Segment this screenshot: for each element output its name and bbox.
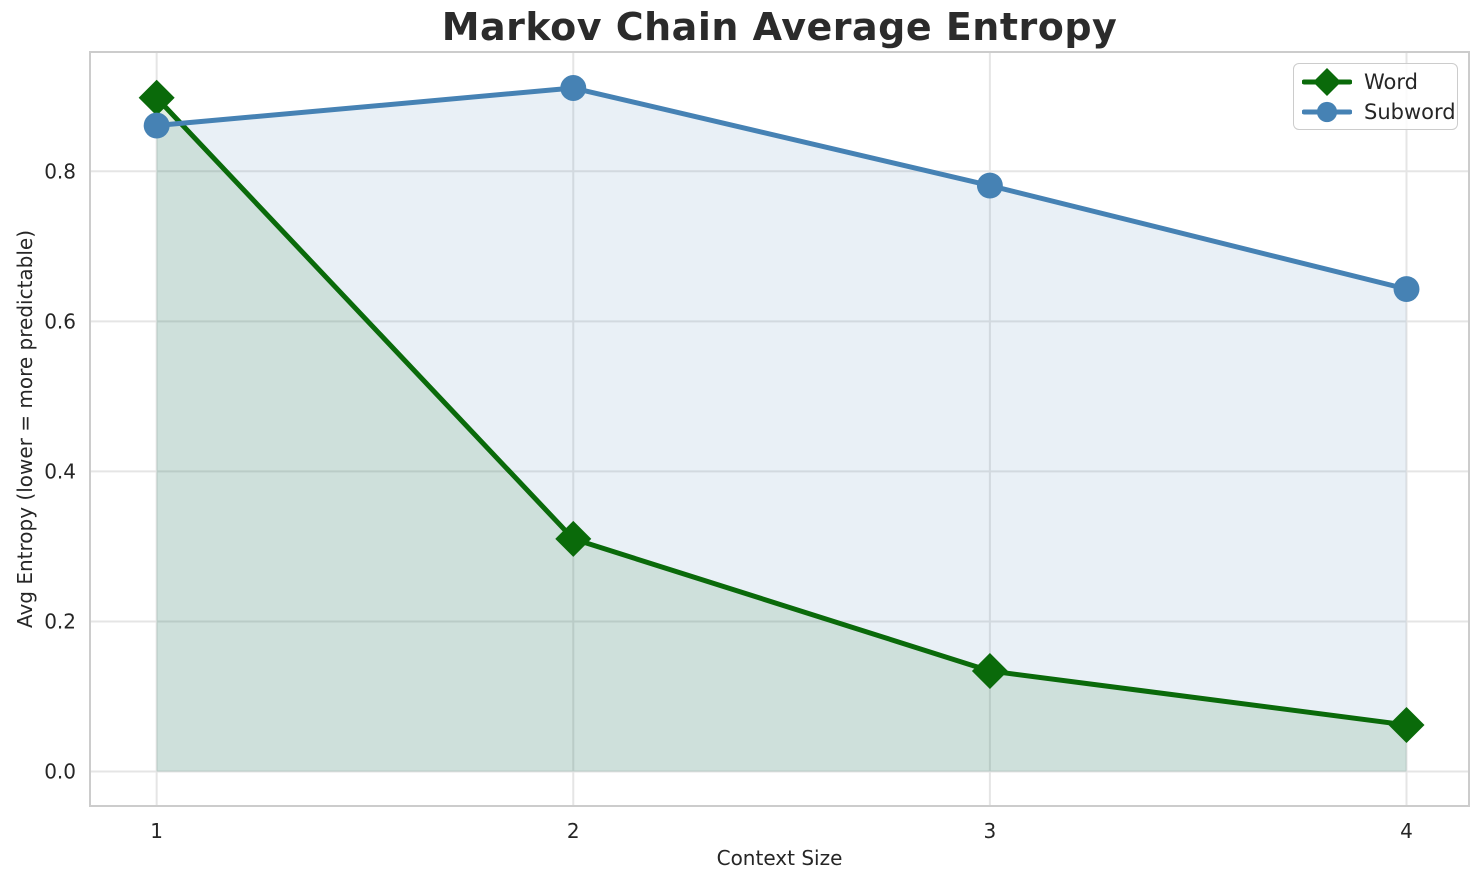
word-diamond-marker-icon — [1302, 67, 1352, 97]
svg-text:0.2: 0.2 — [44, 609, 76, 633]
legend: Word Subword — [1293, 63, 1458, 130]
svg-text:2: 2 — [567, 819, 580, 843]
legend-item-subword: Subword — [1302, 97, 1456, 127]
legend-item-word: Word — [1302, 67, 1449, 97]
subword-circle-marker-icon — [1302, 97, 1352, 127]
chart-title: Markov Chain Average Entropy — [441, 5, 1118, 49]
svg-text:1: 1 — [150, 819, 163, 843]
svg-text:0.4: 0.4 — [44, 459, 76, 483]
svg-text:0.6: 0.6 — [44, 309, 76, 333]
x-axis-label: Context Size — [716, 846, 843, 870]
svg-text:0.8: 0.8 — [44, 159, 76, 183]
svg-text:3: 3 — [984, 819, 997, 843]
svg-text:0.0: 0.0 — [44, 759, 76, 783]
legend-label-subword: Subword — [1364, 99, 1456, 124]
y-axis-label: Avg Entropy (lower = more predictable) — [13, 229, 37, 629]
svg-text:4: 4 — [1400, 819, 1413, 843]
legend-label-word: Word — [1364, 69, 1418, 94]
